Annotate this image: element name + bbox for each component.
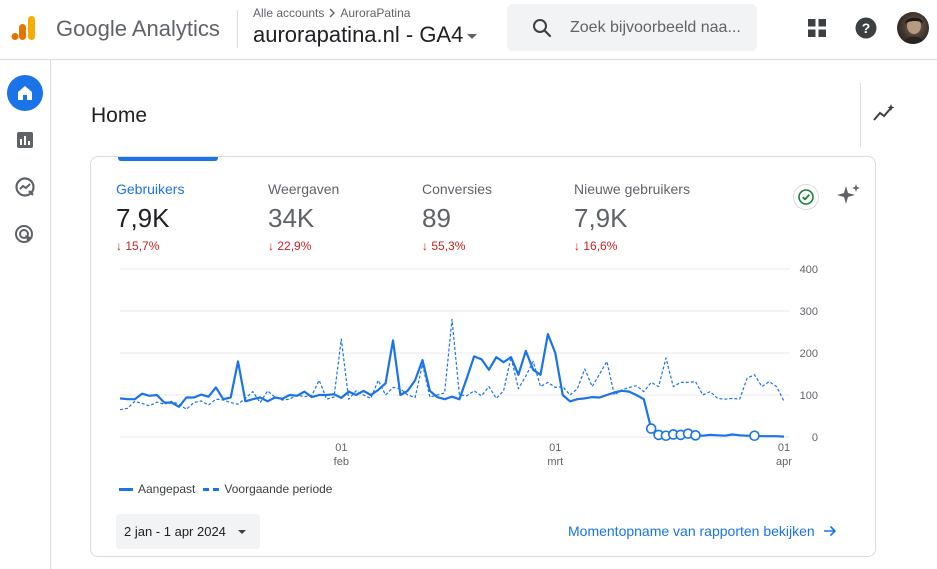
metric-delta: ↓ 15,7% (116, 239, 160, 253)
anomaly-marker (645, 423, 657, 434)
sidebar-item-reports[interactable] (7, 122, 43, 158)
help-icon[interactable]: ? (855, 17, 877, 39)
overview-card: Gebruikers 7,9K ↓ 15,7% Weergaven 34K ↓ … (90, 156, 876, 557)
property-selector[interactable]: aurorapatina.nl - GA4 (253, 22, 478, 48)
metric-label: Weergaven (268, 181, 340, 197)
metric-value: 7,9K (116, 203, 170, 233)
legend-label: Voorgaande periode (224, 482, 333, 496)
advertising-icon (15, 225, 33, 243)
search-placeholder: Zoek bijvoorbeeld naa... (570, 18, 741, 36)
users-trend-chart: 0 100 200 300 400 01 feb 01 mrt 01 apr (119, 264, 818, 468)
data-quality-check-icon[interactable] (793, 184, 819, 210)
apps-grid-icon[interactable] (807, 18, 827, 38)
view-reports-snapshot-link[interactable]: Momentopname van rapporten bekijken (568, 523, 837, 539)
metric-label: Gebruikers (116, 181, 185, 197)
x-tick-day: 01 (335, 442, 347, 454)
dropdown-caret-icon (467, 33, 478, 39)
active-tab-indicator (118, 157, 218, 161)
y-tick-label: 200 (800, 348, 818, 360)
x-tick-month: mrt (547, 456, 563, 468)
metric-label: Conversies (422, 181, 493, 197)
x-tick-day: 01 (549, 442, 561, 454)
metric-tab-users[interactable]: Gebruikers 7,9K ↓ 15,7% (116, 181, 184, 253)
breadcrumb-account[interactable]: AuroraPatina (340, 6, 411, 20)
arrow-down-icon: ↓ (422, 239, 428, 253)
bar-chart-icon (17, 132, 33, 148)
metric-delta: ↓ 22,9% (268, 239, 312, 253)
top-app-bar: Google Analytics Alle accounts AuroraPat… (0, 0, 937, 60)
arrow-down-icon: ↓ (268, 239, 274, 253)
product-name[interactable]: Google Analytics (56, 16, 220, 41)
series-line-previous (119, 318, 785, 411)
arrow-down-icon: ↓ (574, 239, 580, 253)
metric-delta: ↓ 16,6% (574, 239, 618, 253)
home-icon (18, 86, 32, 100)
checkmark-circle-icon (798, 189, 814, 205)
snapshot-link-label: Momentopname van rapporten bekijken (568, 523, 815, 539)
x-tick-month: feb (334, 456, 349, 468)
property-name: aurorapatina.nl - GA4 (253, 22, 464, 47)
legend-label: Aangepast (138, 482, 196, 496)
avatar-photo-icon (903, 17, 925, 44)
legend-swatch-dashed (203, 487, 220, 491)
anomaly-marker (749, 430, 760, 442)
search-box[interactable]: Zoek bijvoorbeeld naa... (507, 4, 757, 51)
svg-text:?: ? (862, 20, 871, 36)
metric-value: 89 (422, 203, 451, 233)
anomaly-marker (690, 430, 701, 441)
analytics-logo-icon[interactable] (10, 14, 38, 42)
chevron-right-icon (329, 8, 336, 18)
sidebar-item-home[interactable] (7, 75, 43, 111)
y-tick-label: 100 (800, 390, 818, 402)
y-tick-label: 400 (800, 264, 818, 276)
date-range-selector[interactable]: 2 jan - 1 apr 2024 (116, 514, 260, 549)
sidebar-item-explore[interactable] (7, 169, 43, 205)
metric-value: 7,9K (574, 203, 628, 233)
legend-swatch-solid (119, 487, 133, 491)
legend-item-previous: Voorgaande periode (203, 482, 332, 496)
x-tick-month: apr (776, 456, 792, 468)
metric-tab-views[interactable]: Weergaven 34K ↓ 22,9% (268, 181, 339, 253)
sparkle-icon[interactable] (836, 183, 862, 209)
explore-icon (15, 177, 35, 197)
series-line-current (119, 332, 785, 438)
search-icon (533, 18, 552, 37)
metric-label: Nieuwe gebruikers (574, 181, 690, 197)
insights-divider (860, 83, 861, 147)
header-divider (237, 10, 238, 48)
breadcrumb-accounts[interactable]: Alle accounts (253, 6, 325, 20)
arrow-down-icon: ↓ (116, 239, 122, 253)
metric-tab-new-users[interactable]: Nieuwe gebruikers 7,9K ↓ 16,6% (574, 181, 690, 253)
sidebar-item-advertising[interactable] (7, 217, 43, 253)
avatar[interactable] (897, 12, 929, 44)
metric-delta: ↓ 55,3% (422, 239, 466, 253)
legend-item-current: Aangepast (119, 482, 195, 496)
y-tick-label: 300 (800, 306, 818, 318)
metric-value: 34K (268, 203, 315, 233)
y-tick-label: 0 (812, 432, 818, 444)
chart-legend: Aangepast Voorgaande periode (119, 482, 340, 496)
left-navigation-rail (0, 60, 51, 569)
arrow-right-icon (823, 525, 836, 537)
x-tick-day: 01 (778, 442, 790, 454)
insights-icon[interactable] (872, 103, 896, 123)
dropdown-caret-icon (237, 529, 246, 534)
page-title: Home (91, 104, 148, 127)
breadcrumb[interactable]: Alle accounts AuroraPatina (253, 6, 410, 20)
metric-tab-conversions[interactable]: Conversies 89 ↓ 55,3% (422, 181, 492, 253)
date-range-label: 2 jan - 1 apr 2024 (124, 524, 226, 539)
